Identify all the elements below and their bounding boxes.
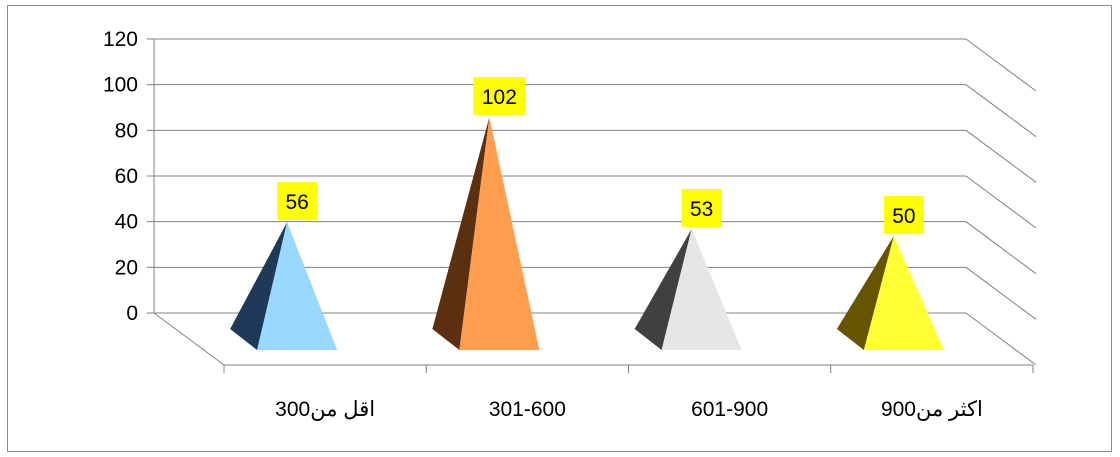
gridline-side bbox=[965, 129, 1037, 183]
x-category-label: اقل من300 bbox=[275, 398, 375, 421]
floor-left-edge bbox=[153, 312, 225, 366]
data-label: 102 bbox=[482, 86, 517, 109]
pyramid-side-face bbox=[230, 222, 288, 350]
data-label: 53 bbox=[690, 198, 713, 221]
pyramid-chart: 0 20 40 60 80 100 120 اقل من300 301-600 601-900 اك… bbox=[103, 28, 1037, 421]
pyramid-side-face bbox=[836, 235, 894, 350]
data-label: 56 bbox=[285, 191, 308, 214]
y-tick-label: 40 bbox=[115, 211, 138, 234]
pyramid-side-face bbox=[634, 228, 692, 350]
y-tick-label: 120 bbox=[103, 28, 138, 51]
data-label-box bbox=[473, 77, 526, 116]
gridline-side bbox=[965, 84, 1037, 138]
pyramid-bar bbox=[863, 235, 944, 350]
pyramid-bar bbox=[661, 228, 742, 350]
x-category-label: 301-600 bbox=[489, 398, 566, 421]
x-category-label: اكثر من900 bbox=[881, 398, 983, 421]
pyramid-side-face bbox=[432, 117, 490, 350]
chart-frame: 0 20 40 60 80 100 120 اقل من300 301-600 601-900 اك… bbox=[7, 5, 1112, 452]
y-tick-label: 20 bbox=[115, 256, 138, 279]
pyramid-bar bbox=[257, 222, 338, 350]
x-category-label: 601-900 bbox=[691, 398, 768, 421]
gridline-side bbox=[965, 312, 1037, 366]
data-labels: 56 102 53 50 bbox=[277, 77, 924, 234]
data-label: 50 bbox=[892, 205, 915, 228]
gridline-side bbox=[965, 266, 1037, 320]
pyramid-bar bbox=[459, 117, 540, 350]
axes: 0 20 40 60 80 100 120 اقل من300 301-600 601-900 اك… bbox=[103, 28, 1034, 421]
y-tick-label: 80 bbox=[115, 119, 138, 142]
data-label-box bbox=[681, 188, 722, 227]
y-tick-label: 100 bbox=[103, 74, 138, 97]
data-label-box bbox=[277, 182, 318, 221]
gridline-side bbox=[965, 221, 1037, 275]
gridline-side bbox=[965, 38, 1037, 92]
data-label-box bbox=[883, 195, 924, 234]
gridline-side bbox=[965, 175, 1037, 229]
y-tick-label: 60 bbox=[115, 165, 138, 188]
y-tick-label: 0 bbox=[126, 302, 138, 325]
pyramid-bars bbox=[230, 117, 944, 350]
